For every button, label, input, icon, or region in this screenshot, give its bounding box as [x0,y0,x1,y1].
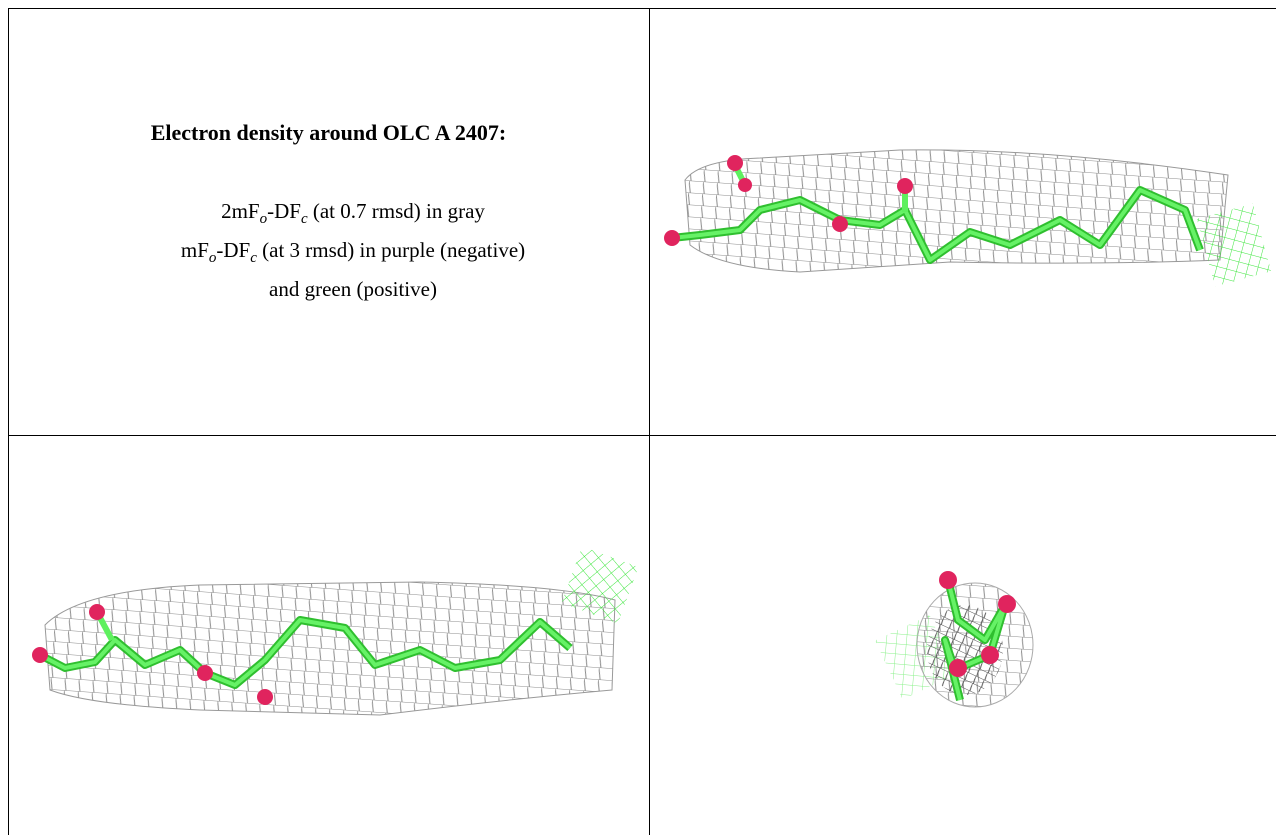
title: Electron density around OLC A 2407: [150,120,507,145]
description-line: and green (positive) [30,274,676,305]
density-view-2 [32,546,639,716]
text-run: -DF [216,238,251,263]
text-run: 2mF [221,199,260,223]
text-run: (at 3 rmsd) in purple (negative) [256,238,526,263]
subscript: o [208,250,217,267]
text-run: mF [180,238,209,263]
description-line: mFo-DFc (at 3 rmsd) in purple (negative) [30,235,676,274]
density-view-3 [875,571,1034,708]
subscript: c [300,211,308,228]
subscript: o [259,211,268,228]
description-line: 2mFo-DFc (at 0.7 rmsd) in gray [30,196,676,235]
text-run: -DF [267,199,301,223]
table-borders [8,8,1276,835]
subscript: c [250,250,257,267]
text-run: (at 0.7 rmsd) in gray [307,199,485,223]
description: 2mFo-DFc (at 0.7 rmsd) in gray mFo-DFc (a… [30,196,676,305]
density-view-1 [664,149,1272,287]
text-run: and green (positive) [269,277,437,302]
